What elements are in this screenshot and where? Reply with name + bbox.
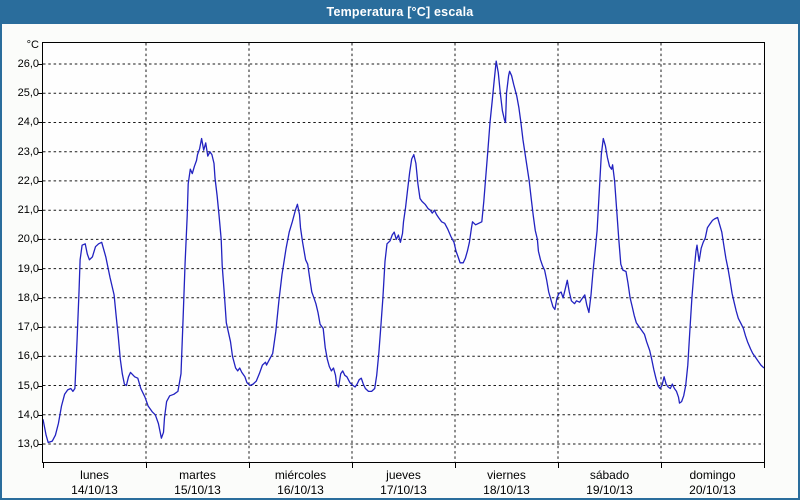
x-axis-day-label: jueves bbox=[386, 468, 421, 482]
x-axis-tick bbox=[558, 463, 559, 468]
window-title: Temperatura [°C] escala bbox=[2, 2, 798, 24]
y-axis-tick bbox=[38, 151, 43, 153]
y-axis-tick bbox=[38, 414, 43, 416]
x-axis-date-label: 15/10/13 bbox=[174, 483, 221, 497]
y-axis-tick bbox=[38, 180, 43, 182]
y-axis-tick-label: 20,0 bbox=[17, 233, 39, 246]
y-axis-tick-label: 25,0 bbox=[17, 87, 39, 100]
temperature-line bbox=[43, 60, 764, 444]
y-axis-unit-label: °C bbox=[26, 39, 39, 51]
x-axis-tick bbox=[352, 463, 353, 468]
y-axis-tick-label: 24,0 bbox=[17, 116, 39, 129]
y-axis-tick-label: 23,0 bbox=[17, 145, 39, 158]
x-axis-date-label: 17/10/13 bbox=[380, 483, 427, 497]
y-axis-tick bbox=[38, 93, 43, 95]
x-axis-tick bbox=[764, 463, 765, 468]
x-axis-day-label: sábado bbox=[589, 468, 630, 482]
x-axis-tick bbox=[249, 463, 250, 468]
temperature-chart bbox=[43, 43, 764, 462]
y-axis-tick bbox=[38, 239, 43, 241]
y-axis-tick-label: 21,0 bbox=[17, 204, 39, 217]
x-axis-day-label: domingo bbox=[689, 468, 736, 482]
x-axis-date-label: 18/10/13 bbox=[483, 483, 530, 497]
y-axis-tick-label: 26,0 bbox=[17, 58, 39, 70]
y-axis-tick-label: 16,0 bbox=[17, 350, 39, 363]
y-axis-tick bbox=[38, 297, 43, 299]
y-axis-tick bbox=[38, 210, 43, 212]
x-axis-date-label: 16/10/13 bbox=[277, 483, 324, 497]
y-axis-tick bbox=[38, 64, 43, 65]
x-axis-tick bbox=[661, 463, 662, 468]
y-axis-tick bbox=[38, 268, 43, 270]
y-axis-tick bbox=[38, 444, 43, 445]
x-axis-tick bbox=[43, 463, 44, 468]
x-axis-day-label: martes bbox=[179, 468, 216, 482]
y-axis-tick-label: 15,0 bbox=[17, 379, 39, 392]
x-axis-date-label: 20/10/13 bbox=[689, 483, 736, 497]
x-axis-date-label: 14/10/13 bbox=[71, 483, 118, 497]
y-axis-tick-label: 19,0 bbox=[17, 262, 39, 275]
y-axis-tick bbox=[38, 385, 43, 387]
x-axis-date-label: 19/10/13 bbox=[586, 483, 633, 497]
x-axis-day-label: miércoles bbox=[274, 468, 327, 482]
y-axis-tick bbox=[38, 327, 43, 329]
y-axis-tick bbox=[38, 356, 43, 358]
y-axis-tick-label: 14,0 bbox=[17, 408, 39, 421]
x-axis-tick bbox=[455, 463, 456, 468]
y-axis-tick-label: 18,0 bbox=[17, 291, 39, 304]
plot-area bbox=[42, 42, 765, 463]
x-axis-tick bbox=[146, 463, 147, 468]
x-axis-day-label: viernes bbox=[487, 468, 526, 482]
y-axis-tick-label: 22,0 bbox=[17, 174, 39, 187]
y-axis-tick-label: 13,0 bbox=[17, 438, 39, 450]
y-axis-tick-label: 17,0 bbox=[17, 321, 39, 334]
x-axis-day-label: lunes bbox=[80, 468, 109, 482]
y-axis-tick bbox=[38, 122, 43, 124]
